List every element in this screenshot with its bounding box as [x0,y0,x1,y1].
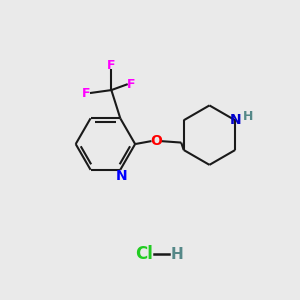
Text: Cl: Cl [135,245,153,263]
Text: N: N [230,113,241,127]
Text: N: N [116,169,128,183]
Text: H: H [242,110,253,123]
Text: H: H [170,247,183,262]
Text: F: F [107,58,116,72]
Text: O: O [150,134,162,148]
Text: F: F [127,78,136,91]
Text: F: F [82,87,91,100]
